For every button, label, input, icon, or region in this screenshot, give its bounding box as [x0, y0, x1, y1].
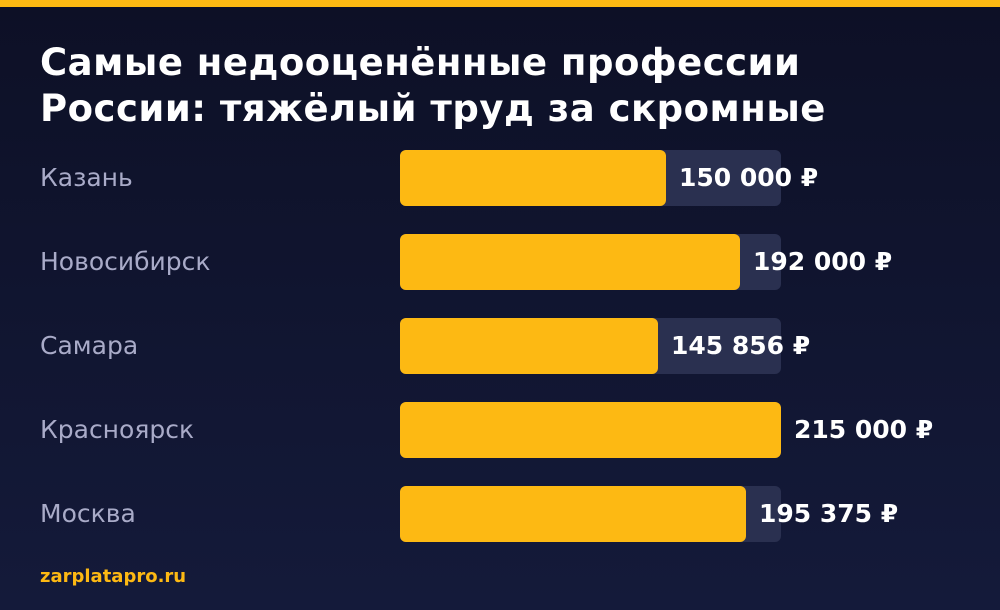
value-label: 195 375 ₽ — [759, 499, 899, 528]
bar — [400, 402, 781, 458]
value-label: 150 000 ₽ — [679, 163, 819, 192]
bar-row: Красноярск 215 000 ₽ — [0, 402, 1000, 458]
bar-row: Казань 150 000 ₽ — [0, 150, 1000, 206]
bar — [400, 486, 746, 542]
value-label: 145 856 ₽ — [671, 331, 811, 360]
category-label: Красноярск — [40, 415, 195, 444]
category-label: Москва — [40, 499, 136, 528]
bar-row: Новосибирск 192 000 ₽ — [0, 234, 1000, 290]
category-label: Самара — [40, 331, 139, 360]
bar — [400, 150, 666, 206]
bar — [400, 234, 740, 290]
source-credit: zarplatapro.ru — [40, 566, 187, 587]
bar — [400, 318, 658, 374]
category-label: Казань — [40, 163, 133, 192]
category-label: Новосибирск — [40, 247, 211, 276]
value-label: 215 000 ₽ — [794, 415, 934, 444]
bar-row: Москва 195 375 ₽ — [0, 486, 1000, 542]
chart-title: Самые недооценённые профессии России: тя… — [40, 41, 826, 130]
bar-row: Самара 145 856 ₽ — [0, 318, 1000, 374]
top-accent-stripe — [0, 0, 1000, 7]
value-label: 192 000 ₽ — [753, 247, 893, 276]
